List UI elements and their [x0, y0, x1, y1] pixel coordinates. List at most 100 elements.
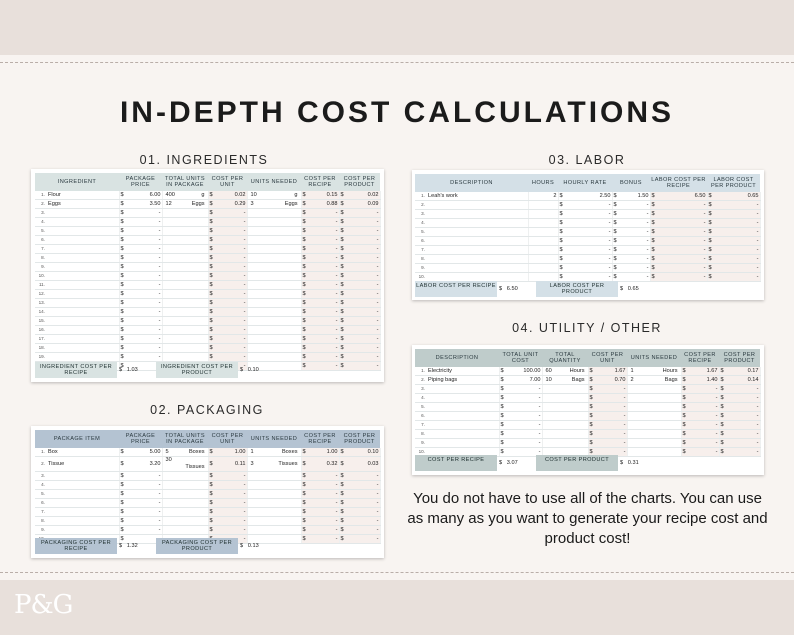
utility-card: DESCRIPTION TOTAL UNIT COST TOTAL QUANTITY… [412, 345, 764, 475]
units-value: 60 [545, 367, 552, 374]
currency-symbol: $ [209, 517, 213, 524]
cell-value: - [538, 421, 541, 428]
currency-symbol: $ [589, 448, 593, 455]
cell-value: - [243, 236, 246, 243]
cell-value: - [646, 255, 649, 262]
currency-symbol: $ [120, 263, 124, 270]
table-row: 10.$-$-$-$- [415, 447, 761, 457]
cost-per-recipe-cell: $ - [301, 253, 340, 263]
price-cell: $7.00 [499, 375, 543, 385]
table-row: 4. $ - $ - $ - $ - [415, 393, 761, 403]
hours-cell [528, 200, 559, 210]
labor-cost-per-recipe-label: LABOR COST PER RECIPE [415, 281, 497, 297]
currency-symbol: $ [589, 367, 593, 374]
column-header: TOTAL QUANTITY [542, 349, 588, 367]
cell-value: - [243, 290, 246, 297]
cell-value: - [376, 490, 379, 497]
currency-symbol: $ [340, 353, 344, 360]
cell-value: - [703, 219, 706, 226]
cell-value: - [376, 317, 379, 324]
item-name-cell: 5. [35, 226, 120, 236]
cell-value: - [158, 472, 161, 479]
currency-symbol: $ [120, 335, 124, 342]
currency-symbol: $ [720, 412, 724, 419]
column-header: TOTAL UNIT COST [499, 349, 542, 367]
row-number: 5. [421, 404, 425, 409]
cell-value: 1.50 [637, 192, 649, 199]
cost-per-recipe-cell: $0.32 [301, 456, 340, 472]
cell-value: - [376, 335, 379, 342]
price-cell: $- [119, 471, 163, 481]
cost-per-recipe-cell: $ - [301, 235, 340, 245]
cost-per-recipe-cell: $ - [301, 471, 340, 481]
cell-value: - [158, 308, 161, 315]
currency-symbol: $ [120, 191, 124, 198]
hours-cell [528, 245, 559, 255]
cell-value: - [158, 490, 161, 497]
cell-value: - [335, 236, 338, 243]
labor-cost-per-recipe-cell: $ - [650, 263, 708, 273]
units-needed-cell [627, 420, 682, 430]
cell-value: - [715, 448, 718, 455]
currency-symbol: $ [682, 403, 686, 410]
cell-value: - [335, 526, 338, 533]
currency-symbol: $ [340, 326, 344, 333]
currency-symbol: $ [302, 272, 306, 279]
cost-per-unit-cell: $- [208, 516, 248, 526]
labor-cost-per-recipe-cell: $ - [650, 245, 708, 255]
cell-value: - [538, 412, 541, 419]
packaging-heading: 02. PACKAGING [150, 403, 264, 417]
table-row: 3. $ - $ - $ - $ - [415, 209, 761, 219]
currency-symbol: $ [120, 200, 124, 207]
currency-symbol: $ [340, 499, 344, 506]
cell-value: - [756, 264, 759, 271]
cell-value: - [158, 353, 161, 360]
currency-symbol: $ [500, 430, 504, 437]
table-row: 8. $ - $ - $ - $ - [35, 516, 381, 526]
cell-value: - [703, 228, 706, 235]
currency-symbol: $ [651, 255, 655, 262]
table-row: 18. $ - $ - $ - $ - [35, 343, 381, 353]
cost-per-product-cell: $ - [339, 307, 381, 317]
cell-value: 0.02 [234, 191, 246, 198]
price-cell: $- [119, 316, 163, 326]
currency-symbol: $ [120, 344, 124, 351]
cell-value: - [158, 236, 161, 243]
cost-per-unit-cell: $- [208, 334, 248, 344]
currency-symbol: $ [651, 237, 655, 244]
cost-per-unit-cell: $- [208, 498, 248, 508]
labor-cost-per-recipe-cell: $ - [650, 218, 708, 228]
item-name-cell: 9. [415, 438, 500, 448]
column-header: HOURS [528, 174, 558, 192]
units-needed-cell: 3 Eggs [247, 199, 302, 209]
cell-value: - [538, 439, 541, 446]
needed-unit: Hours [662, 367, 678, 374]
currency-symbol: $ [340, 460, 344, 467]
units-unit: Hours [569, 367, 585, 374]
item-name-cell: 16. [35, 325, 120, 335]
item-name-cell: 8. [35, 253, 120, 263]
currency-symbol: $ [720, 376, 724, 383]
units-needed-cell: 10 g [247, 191, 302, 200]
row-number: 9. [41, 527, 45, 532]
labor-cost-per-product-label: LABOR COST PER PRODUCT [536, 281, 618, 297]
currency-symbol: $ [120, 362, 124, 369]
needed-value: 3 [250, 200, 254, 207]
cost-per-recipe-cell: $ - [301, 307, 340, 317]
cell-value: 0.65 [747, 192, 759, 199]
column-header: COST PER RECIPE [681, 349, 719, 367]
currency-symbol: $ [708, 201, 712, 208]
table-row: 3. $ - $ - $ - $ - [415, 384, 761, 394]
cell-value: - [243, 308, 246, 315]
cell-value: - [335, 299, 338, 306]
cell-value: - [756, 412, 759, 419]
cell-value: - [243, 245, 246, 252]
units-needed-cell [247, 325, 302, 335]
item-name-cell: 2. Tissue [35, 456, 120, 472]
item-name-cell: 4. [35, 217, 120, 227]
item-name-cell: 7. [415, 245, 529, 255]
currency-symbol: $ [302, 499, 306, 506]
currency-symbol: $ [120, 526, 124, 533]
total-units-cell [542, 393, 589, 403]
total-units-cell [162, 480, 209, 490]
